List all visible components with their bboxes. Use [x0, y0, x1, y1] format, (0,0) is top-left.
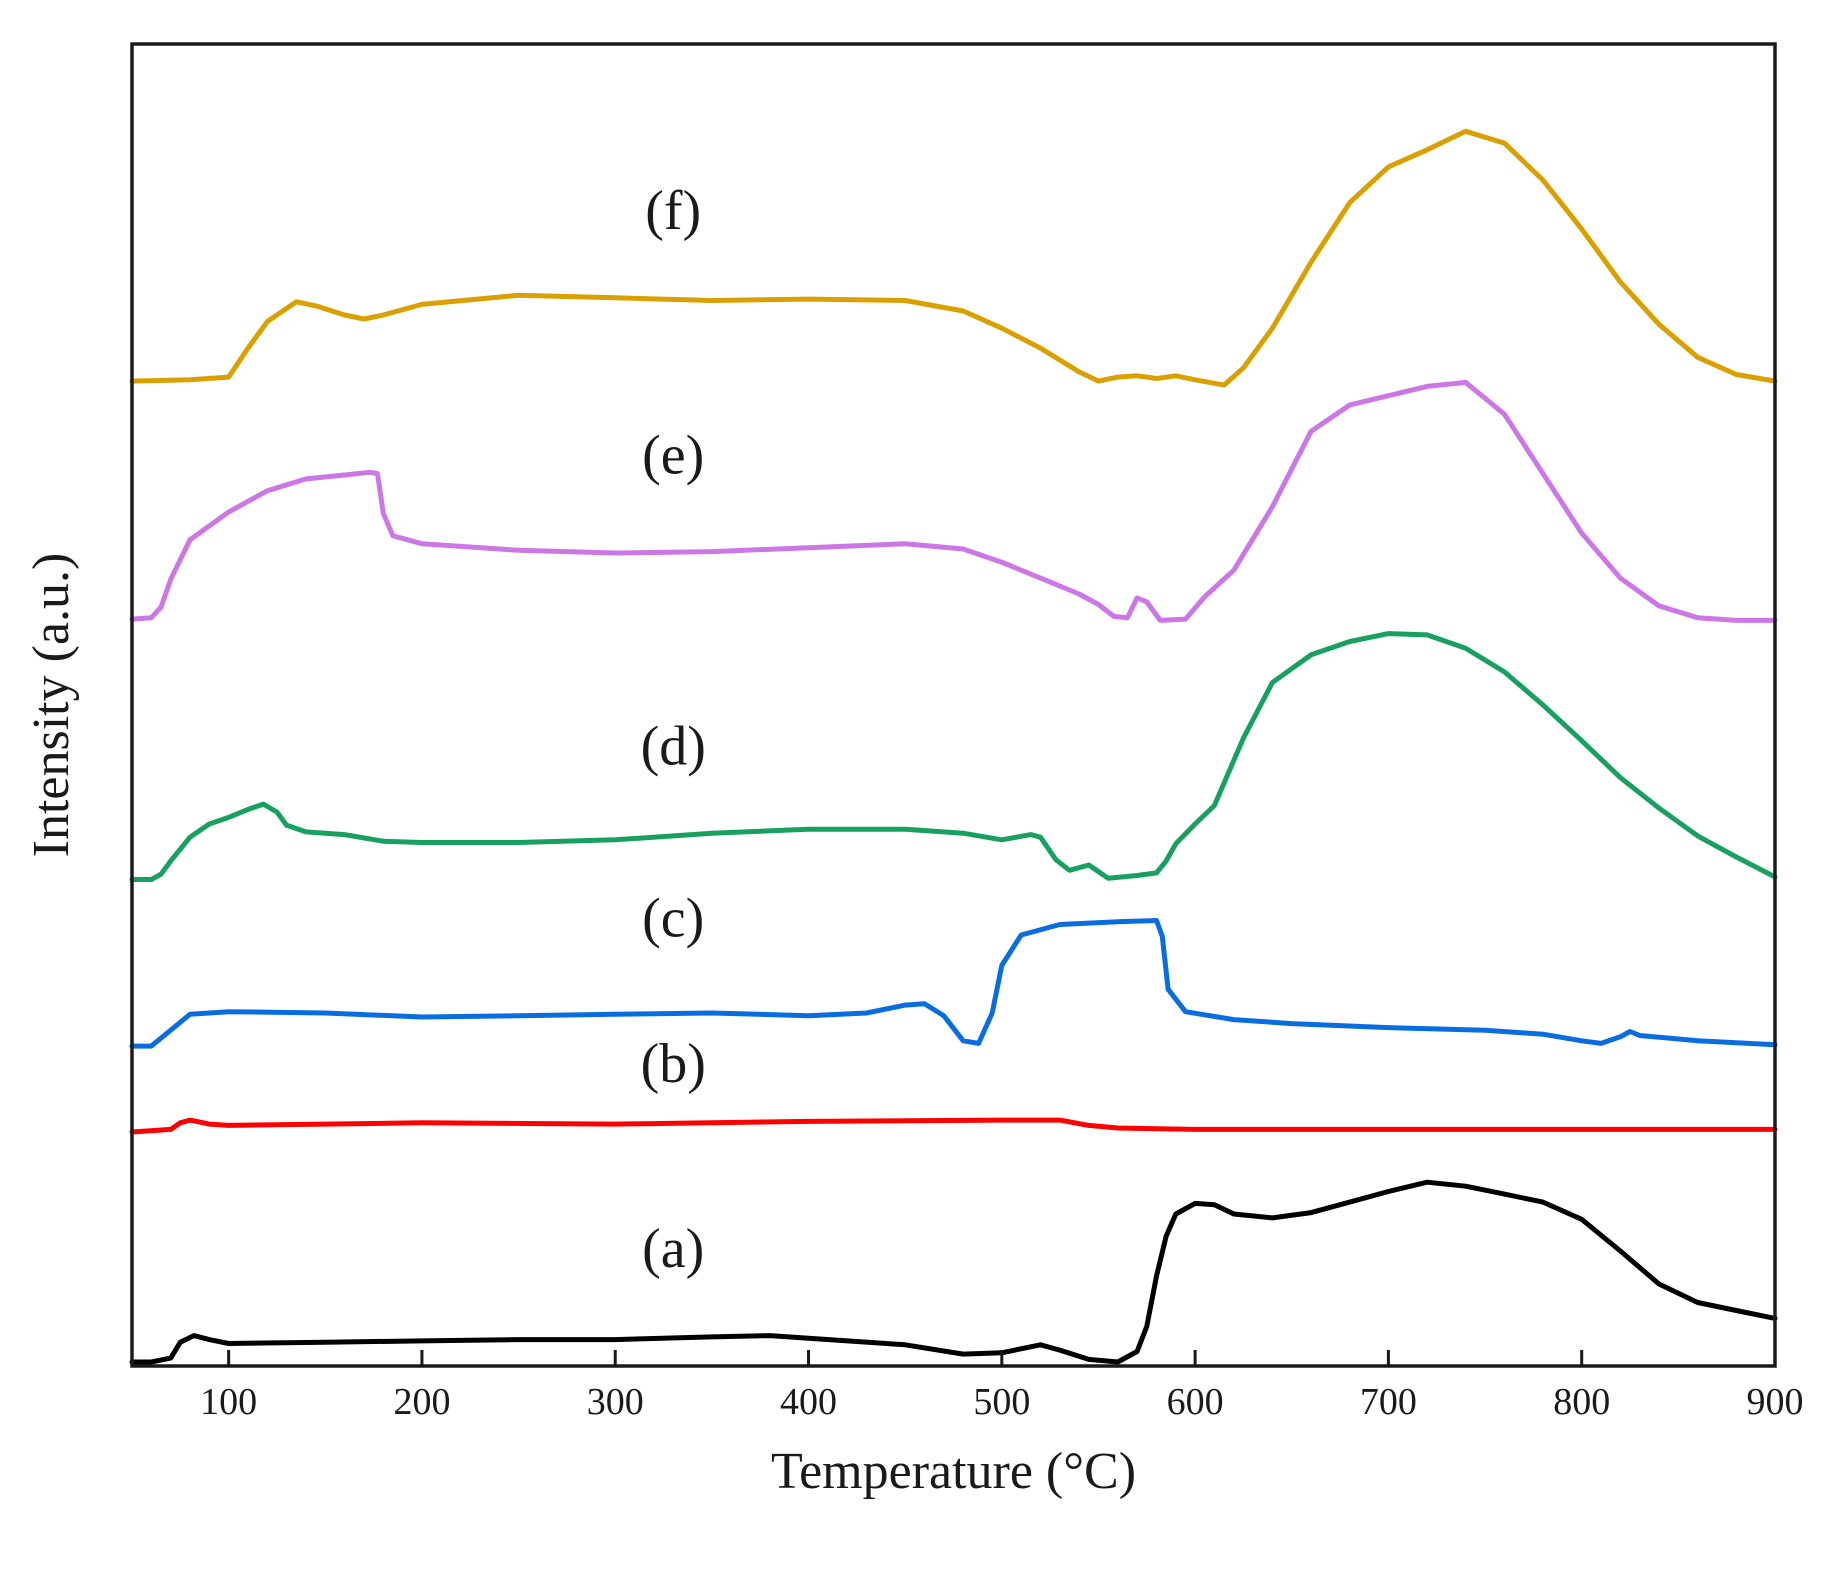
x-tick-label-900: 900: [1747, 1381, 1804, 1423]
series-line-d: [129, 631, 1778, 882]
x-axis-title: Temperature (°C): [771, 1443, 1136, 1500]
series-label-f: (f): [645, 180, 701, 242]
series-label-c: (c): [642, 887, 704, 949]
x-tick-label-300: 300: [587, 1381, 644, 1423]
series-label-d: (d): [641, 715, 706, 777]
series-label-a: (a): [642, 1218, 704, 1280]
series-line-a: [129, 1179, 1778, 1365]
x-tick-label-500: 500: [973, 1381, 1030, 1423]
x-tick-label-700: 700: [1360, 1381, 1417, 1423]
plot-frame: [130, 42, 1777, 1368]
series-label-b: (b): [641, 1033, 706, 1095]
series-labels-group: (a) (b) (c) (d) (e) (f): [641, 180, 706, 1280]
x-tick-label-200: 200: [393, 1381, 450, 1423]
x-tick-label-400: 400: [780, 1381, 837, 1423]
series-line-f: [129, 128, 1778, 388]
x-axis-ticks: 100 200 300 400 500 600 700 800 900: [200, 1350, 1804, 1423]
x-tick-label-100: 100: [200, 1381, 257, 1423]
x-tick-label-600: 600: [1167, 1381, 1224, 1423]
series-label-e: (e): [642, 425, 704, 487]
x-tick-label-800: 800: [1553, 1381, 1610, 1423]
y-axis-title: Intensity (a.u.): [23, 553, 80, 858]
series-line-e: [129, 379, 1778, 623]
series-line-c: [129, 918, 1778, 1049]
series-line-b: [129, 1117, 1778, 1135]
curves-group: [129, 128, 1778, 1365]
